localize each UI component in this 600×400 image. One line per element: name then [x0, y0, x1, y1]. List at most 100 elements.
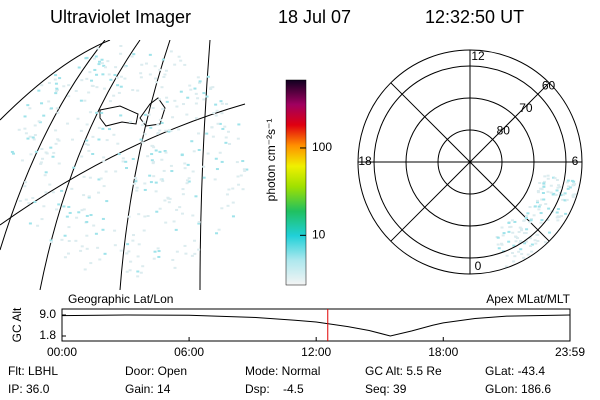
emission-speckle: [520, 252, 524, 255]
emission-speckle: [54, 92, 58, 95]
emission-speckle: [131, 157, 135, 160]
emission-speckle: [542, 180, 546, 183]
emission-speckle: [537, 208, 541, 211]
emission-speckle: [221, 127, 225, 130]
emission-speckle: [524, 214, 528, 217]
emission-speckle: [48, 183, 52, 186]
emission-speckle: [154, 190, 158, 193]
emission-speckle: [237, 123, 241, 126]
emission-speckle: [119, 85, 123, 88]
emission-speckle: [146, 155, 150, 158]
emission-speckle: [163, 199, 167, 202]
emission-speckle: [90, 79, 94, 82]
emission-speckle: [159, 178, 163, 181]
emission-speckle: [136, 255, 140, 258]
emission-speckle: [197, 222, 201, 225]
emission-speckle: [556, 215, 560, 218]
emission-speckle: [524, 231, 528, 234]
emission-speckle: [134, 176, 138, 179]
emission-speckle: [555, 211, 559, 214]
emission-speckle: [530, 243, 534, 246]
emission-speckle: [187, 180, 191, 183]
emission-speckle: [41, 157, 45, 160]
emission-speckle: [83, 268, 87, 271]
emission-speckle: [549, 191, 553, 194]
emission-speckle: [190, 254, 194, 257]
emission-speckle: [518, 240, 522, 243]
emission-speckle: [551, 193, 555, 196]
emission-speckle: [24, 132, 28, 135]
emission-speckle: [96, 47, 100, 50]
emission-speckle: [116, 142, 120, 145]
emission-speckle: [209, 86, 213, 89]
emission-speckle: [513, 255, 517, 258]
emission-speckle: [507, 230, 511, 233]
emission-speckle: [115, 76, 119, 79]
emission-speckle: [514, 235, 518, 238]
mlt-label: 6: [572, 154, 579, 168]
emission-speckle: [209, 88, 213, 91]
emission-speckle: [540, 188, 544, 191]
emission-speckle: [85, 234, 89, 237]
emission-speckle: [220, 160, 224, 163]
emission-speckle: [175, 250, 179, 253]
emission-speckle: [518, 242, 522, 245]
emission-speckle: [131, 89, 135, 92]
emission-speckle: [87, 149, 91, 152]
emission-speckle: [88, 111, 92, 114]
emission-speckle: [161, 107, 165, 110]
emission-speckle: [228, 142, 232, 145]
emission-speckle: [141, 141, 145, 144]
emission-speckle: [220, 102, 224, 105]
emission-speckle: [237, 183, 241, 186]
emission-speckle: [149, 181, 153, 184]
emission-speckle: [213, 178, 217, 181]
emission-speckle: [183, 162, 187, 165]
emission-speckle: [33, 124, 37, 127]
emission-speckle: [91, 153, 95, 156]
emission-speckle: [87, 195, 91, 198]
emission-speckle: [191, 170, 195, 173]
emission-speckle: [92, 224, 96, 227]
emission-speckle: [132, 182, 136, 185]
emission-speckle: [44, 191, 48, 194]
timeline-ylabel: GC Alt: [10, 307, 24, 342]
emission-speckle: [152, 257, 156, 260]
colorbar-label: photon cm⁻²s⁻¹: [264, 119, 278, 202]
mlt-spoke: [469, 82, 550, 163]
emission-speckle: [88, 176, 92, 179]
emission-speckle: [51, 155, 55, 158]
emission-speckle: [28, 222, 32, 225]
emission-speckle: [202, 92, 206, 95]
emission-speckle: [558, 186, 562, 189]
emission-speckle: [557, 184, 561, 187]
emission-speckle: [566, 179, 570, 182]
emission-speckle: [92, 57, 96, 60]
emission-speckle: [24, 181, 28, 184]
emission-speckle: [54, 90, 58, 93]
emission-speckle: [202, 165, 206, 168]
geo-panel: [0, 40, 249, 290]
emission-speckle: [106, 60, 110, 63]
emission-speckle: [542, 185, 546, 188]
emission-speckle: [170, 170, 174, 173]
emission-speckle: [85, 214, 89, 217]
emission-speckle: [103, 66, 107, 69]
emission-speckle: [158, 150, 162, 153]
emission-speckle: [186, 96, 190, 99]
emission-speckle: [242, 168, 246, 171]
emission-speckle: [52, 151, 56, 154]
emission-speckle: [84, 57, 88, 60]
emission-speckle: [56, 138, 60, 141]
emission-speckle: [522, 219, 526, 222]
emission-speckle: [529, 244, 533, 247]
emission-speckle: [536, 191, 540, 194]
lat-label: 60: [542, 78, 556, 92]
emission-speckle: [169, 50, 173, 53]
emission-speckle: [116, 84, 120, 87]
emission-speckle: [546, 174, 550, 177]
meridian: [0, 40, 111, 121]
emission-speckle: [149, 126, 153, 129]
mlt-spoke: [390, 161, 471, 242]
emission-speckle: [148, 53, 152, 56]
